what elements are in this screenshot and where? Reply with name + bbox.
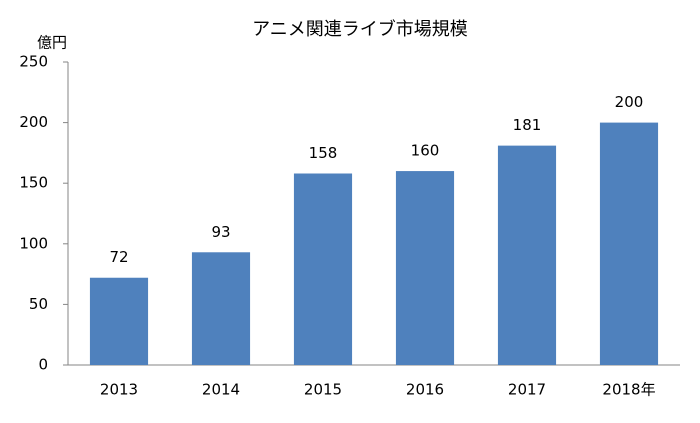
x-tick-label: 2017: [508, 381, 546, 399]
bar: [89, 277, 149, 365]
y-tick-label: 250: [19, 53, 48, 71]
x-tick-label: 2013: [100, 381, 138, 399]
chart-title: アニメ関連ライブ市場規模: [252, 18, 468, 40]
data-label: 181: [513, 116, 542, 134]
y-tick-label: 0: [38, 356, 48, 374]
data-label: 200: [615, 93, 644, 111]
y-tick-label: 200: [19, 113, 48, 131]
y-axis-label: 億円: [37, 34, 67, 52]
x-tick-label: 2016: [406, 381, 444, 399]
x-tick-label: 2015: [304, 381, 342, 399]
bar: [191, 252, 251, 365]
x-tick-label: 2014: [202, 381, 240, 399]
y-tick-label: 100: [19, 234, 48, 252]
y-tick-label: 150: [19, 174, 48, 192]
data-label: 158: [309, 144, 338, 162]
data-label: 93: [211, 223, 230, 241]
x-tick-label: 2018年: [602, 381, 655, 399]
data-label: 160: [411, 142, 440, 160]
y-tick-label: 50: [29, 295, 48, 313]
bar: [497, 145, 557, 365]
bar: [293, 173, 353, 365]
bar: [599, 122, 659, 365]
bar: [395, 171, 455, 365]
data-label: 72: [109, 248, 128, 266]
